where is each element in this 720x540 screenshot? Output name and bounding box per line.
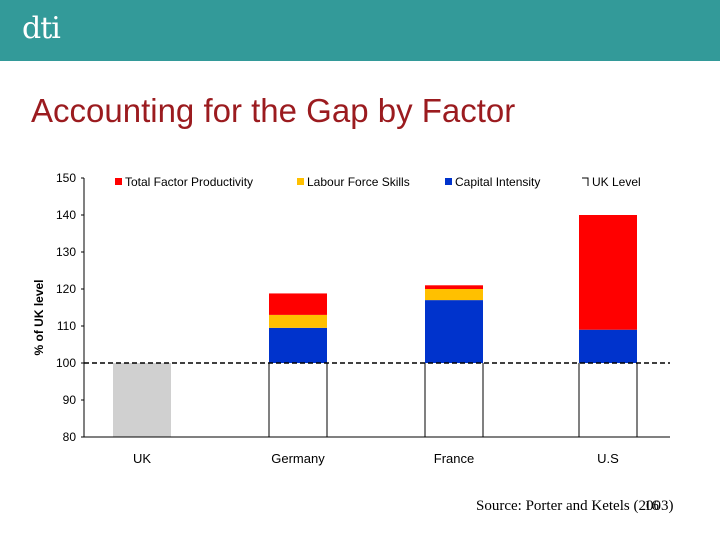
y-tick-label: 130: [56, 245, 76, 259]
legend-swatch-total-factor-productivity: [115, 178, 122, 185]
page-number: 16: [644, 498, 659, 514]
dti-logo: dti: [22, 11, 61, 46]
y-tick-label: 100: [56, 356, 76, 370]
bar-segment-labour-force-skills: [425, 289, 483, 301]
y-tick-label: 110: [57, 319, 76, 333]
source-note: Source: Porter and Ketels (2003): [476, 498, 674, 514]
bar-segment-total-factor-productivity: [579, 215, 637, 330]
legend-label: Capital Intensity: [455, 175, 540, 189]
bar-segment-total-factor-productivity: [269, 293, 327, 315]
y-tick-label: 140: [56, 208, 76, 222]
legend-swatch-labour-force-skills: [297, 178, 304, 185]
y-tick-label: 150: [56, 171, 76, 185]
y-axis-title: % of UK level: [32, 279, 46, 355]
y-tick-label: 90: [63, 393, 77, 407]
x-tick-label: France: [434, 451, 474, 466]
legend-swatch-uk-level: [582, 177, 589, 186]
legend-label: Labour Force Skills: [307, 175, 410, 189]
y-tick-label: 120: [56, 282, 76, 296]
bar-segment-capital-intensity: [425, 300, 483, 363]
bar-segment-capital-intensity: [579, 329, 637, 363]
bar-segment-capital-intensity: [269, 327, 327, 363]
bar-segment-labour-force-skills: [269, 314, 327, 328]
y-tick-label: 80: [63, 430, 77, 444]
legend-swatch-capital-intensity: [445, 178, 452, 185]
uk-level-bar: [113, 363, 171, 437]
legend-label: UK Level: [592, 175, 641, 189]
x-tick-label: U.S: [597, 451, 619, 466]
bar-segment-total-factor-productivity: [425, 285, 483, 289]
slide-title: Accounting for the Gap by Factor: [31, 92, 516, 129]
legend-label: Total Factor Productivity: [125, 175, 253, 189]
x-tick-label: Germany: [271, 451, 325, 466]
header-banner: dti: [0, 0, 720, 61]
x-tick-label: UK: [133, 451, 151, 466]
stacked-bar-chart: 150 140 130 120 110 100 90 80 % of UK level UK Ger…: [32, 171, 670, 466]
